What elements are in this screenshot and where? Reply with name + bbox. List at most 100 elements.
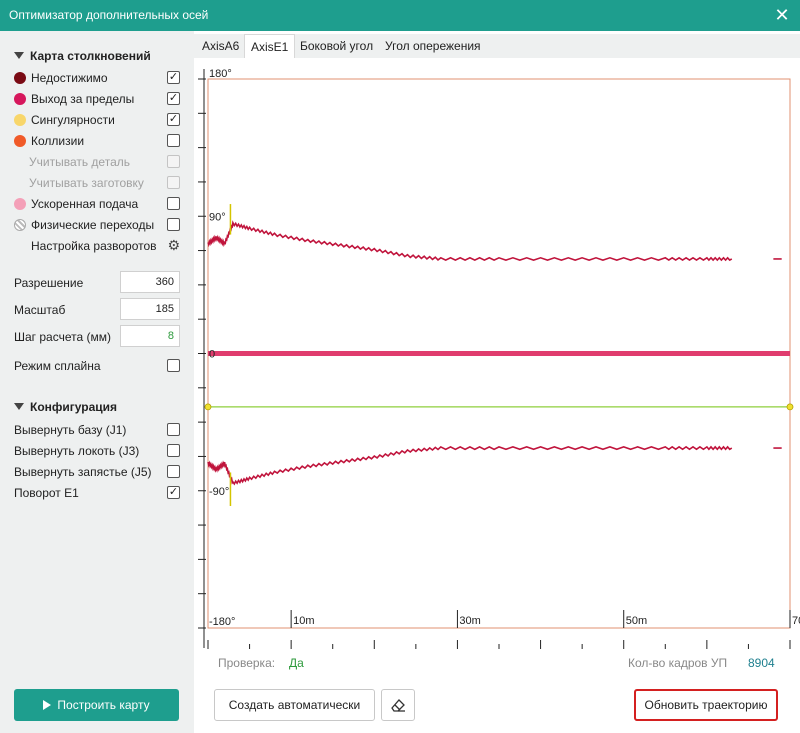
build-map-label: Построить карту	[57, 698, 150, 712]
eraser-button[interactable]	[381, 689, 415, 721]
rotation-settings-label: Настройка разворотов	[31, 239, 157, 253]
axis-chart: 180°90°0-90°-180°10m30m50m70m020m40m60m	[198, 68, 800, 649]
update-trajectory-button[interactable]: Обновить траекторию	[634, 689, 778, 721]
x-top-label: 30m	[459, 615, 480, 627]
item-rapid-feed: Ускоренная подача	[14, 195, 180, 213]
item-singularities: Сингулярности ✓	[14, 111, 180, 129]
sidebar: Карта столкновений Недостижимо ✓ Выход з…	[0, 31, 194, 733]
y-tick-label: 90°	[209, 211, 226, 223]
play-icon	[43, 700, 52, 710]
item-out-of-limits: Выход за пределы ✓	[14, 90, 180, 108]
item-label: Вывернуть запястье (J5)	[14, 465, 152, 479]
flip-wrist-checkbox[interactable]	[167, 465, 180, 478]
collisions-color-dot-icon	[14, 135, 26, 147]
item-label: Недостижимо	[31, 71, 108, 85]
item-label: Вывернуть базу (J1)	[14, 423, 127, 437]
unreachable-color-dot-icon	[14, 72, 26, 84]
consider-stock-checkbox[interactable]	[167, 176, 180, 189]
consider-part-checkbox[interactable]	[167, 155, 180, 168]
collisions-checkbox[interactable]	[167, 134, 180, 147]
hatched-dot-icon	[14, 219, 26, 231]
item-label: Физические переходы	[31, 218, 155, 232]
item-label: Ускоренная подача	[31, 197, 139, 211]
configuration-header[interactable]: Конфигурация	[14, 400, 117, 414]
scale-label: Масштаб	[14, 303, 66, 317]
y-tick-label: 180°	[209, 68, 232, 80]
resolution-label: Разрешение	[14, 276, 84, 290]
rotate-e1-checkbox[interactable]: ✓	[167, 486, 180, 499]
physical-transitions-checkbox[interactable]	[167, 218, 180, 231]
y-tick-label: -90°	[209, 486, 229, 498]
chart-labels: 180°90°0-90°-180°10m30m50m70m020m40m60m	[209, 68, 800, 628]
config-item-j3: Вывернуть локоть (J3)	[14, 442, 180, 460]
close-icon[interactable]: ✕	[774, 5, 790, 25]
chart-series	[204, 204, 794, 506]
frames-label: Кол-во кадров УП	[628, 656, 728, 670]
rapid-feed-checkbox[interactable]	[167, 197, 180, 210]
auto-create-button[interactable]: Создать автоматически	[214, 689, 375, 721]
check-label: Проверка:	[218, 656, 276, 670]
item-collisions: Коллизии	[14, 132, 180, 150]
tab-axisa6[interactable]: AxisA6	[202, 39, 240, 53]
resolution-input[interactable]: 360	[120, 271, 180, 293]
spline-label: Режим сплайна	[14, 359, 101, 373]
collapse-triangle-icon	[14, 52, 24, 59]
green-line-endpoint	[204, 403, 212, 411]
x-top-label: 70m	[792, 615, 800, 627]
singularities-color-dot-icon	[14, 114, 26, 126]
tab-lead-angle[interactable]: Угол опережения	[385, 39, 481, 53]
tab-side-angle[interactable]: Боковой угол	[300, 39, 374, 53]
item-label: Вывернуть локоть (J3)	[14, 444, 140, 458]
out-of-limits-color-dot-icon	[14, 93, 26, 105]
resolution-row: Разрешение 360	[14, 271, 180, 293]
rapid-feed-color-dot-icon	[14, 198, 26, 210]
item-consider-part: Учитывать деталь	[14, 153, 180, 171]
collision-map-header[interactable]: Карта столкновений	[14, 49, 151, 63]
series-line	[207, 220, 733, 262]
eraser-icon	[391, 699, 405, 712]
x-top-label: 10m	[293, 615, 314, 627]
item-label: Учитывать заготовку	[29, 176, 144, 190]
item-consider-stock: Учитывать заготовку	[14, 174, 180, 192]
config-item-j5: Вывернуть запястье (J5)	[14, 463, 180, 481]
scale-input[interactable]: 185	[120, 298, 180, 320]
flip-elbow-checkbox[interactable]	[167, 444, 180, 457]
x-top-label: 50m	[626, 615, 647, 627]
chart-grid	[198, 69, 791, 649]
collision-map-title: Карта столкновений	[30, 49, 151, 63]
scale-row: Масштаб 185	[14, 298, 180, 320]
config-item-j1: Вывернуть базу (J1)	[14, 421, 180, 439]
y-tick-label: -180°	[209, 616, 235, 628]
tab-axise1[interactable]: AxisE1	[244, 34, 296, 58]
step-input[interactable]: 8	[120, 325, 180, 347]
configuration-title: Конфигурация	[30, 400, 118, 414]
title-bar: Оптимизатор дополнительных осей ✕	[0, 0, 800, 31]
unreachable-checkbox[interactable]: ✓	[167, 71, 180, 84]
item-physical-transitions: Физические переходы	[14, 216, 180, 234]
window-title: Оптимизатор дополнительных осей	[9, 8, 209, 22]
item-unreachable: Недостижимо ✓	[14, 69, 180, 87]
item-label: Выход за пределы	[31, 92, 135, 106]
step-row: Шаг расчета (мм) 8	[14, 325, 180, 347]
item-label: Сингулярности	[31, 113, 115, 127]
spline-row: Режим сплайна	[14, 357, 180, 375]
item-label: Коллизии	[31, 134, 85, 148]
frames-value: 8904	[748, 656, 775, 670]
y-tick-label: 0	[209, 349, 215, 361]
check-value: Да	[289, 656, 304, 670]
config-item-e1: Поворот E1 ✓	[14, 484, 180, 502]
build-map-button[interactable]: Построить карту	[14, 689, 179, 721]
singularities-checkbox[interactable]: ✓	[167, 113, 180, 126]
flip-base-checkbox[interactable]	[167, 423, 180, 436]
main-panel: AxisA6 AxisE1 Боковой угол Угол опережен…	[194, 31, 800, 733]
item-label: Учитывать деталь	[29, 155, 130, 169]
spline-checkbox[interactable]	[167, 359, 180, 372]
rotation-settings-row[interactable]: Настройка разворотов ⚙	[14, 237, 180, 255]
step-label: Шаг расчета (мм)	[14, 330, 111, 344]
gear-icon[interactable]: ⚙	[167, 237, 180, 253]
out-of-limits-checkbox[interactable]: ✓	[167, 92, 180, 105]
item-label: Поворот E1	[14, 486, 79, 500]
collapse-triangle-icon	[14, 403, 24, 410]
series-line	[207, 445, 733, 486]
green-line-endpoint	[786, 403, 794, 411]
